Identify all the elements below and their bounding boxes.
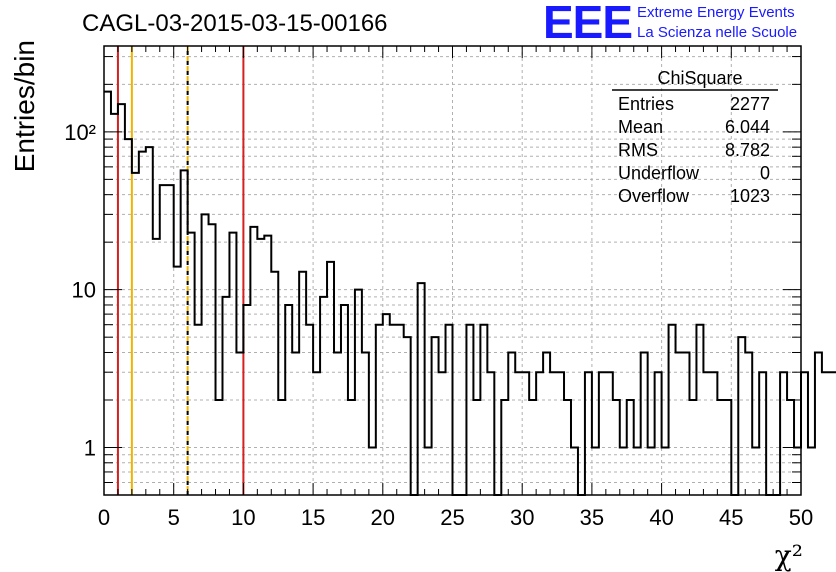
x-tick-label: 25 xyxy=(440,505,464,530)
stats-box: ChiSquare Entries 2277 Mean 6.044 RMS 8.782 Und… xyxy=(612,68,778,206)
stats-label: Mean xyxy=(618,117,663,137)
stats-label: RMS xyxy=(618,140,658,160)
x-tick-label: 35 xyxy=(580,505,604,530)
histogram-outline xyxy=(104,90,836,496)
reference-lines xyxy=(116,46,245,495)
stats-value: 1023 xyxy=(730,186,770,206)
x-tick-label: 0 xyxy=(98,505,110,530)
chart-title: CAGL-03-2015-03-15-00166 xyxy=(82,10,388,37)
x-axis: 0 5 10 15 20 25 30 35 40 45 50 xyxy=(98,46,813,530)
y-tick-label: 10 xyxy=(72,278,96,303)
x-tick-label: 20 xyxy=(371,505,395,530)
eee-logo-mark: EEE xyxy=(543,0,633,48)
x-tick-label: 30 xyxy=(510,505,534,530)
y-tick-label: 10² xyxy=(64,120,96,145)
stats-value: 0 xyxy=(760,163,770,183)
x-tick-label: 10 xyxy=(231,505,255,530)
y-axis-label: Entries/bin xyxy=(9,40,40,172)
x-axis-label: χ² xyxy=(775,539,803,572)
eee-logo: EEE Extreme Energy Events La Scienza nel… xyxy=(543,0,833,48)
stats-label: Overflow xyxy=(618,186,690,206)
stats-value: 8.782 xyxy=(725,140,770,160)
x-tick-label: 15 xyxy=(301,505,325,530)
x-tick-label: 5 xyxy=(168,505,180,530)
logo-line-1: Extreme Energy Events xyxy=(637,4,795,21)
stats-label: Underflow xyxy=(618,163,700,183)
y-tick-label: 1 xyxy=(84,435,96,460)
y-axis: 1 10 10² xyxy=(64,56,801,496)
logo-line-2: La Scienza nelle Scuole xyxy=(637,24,798,41)
x-tick-label: 40 xyxy=(649,505,673,530)
stats-label: Entries xyxy=(618,94,674,114)
stats-title: ChiSquare xyxy=(657,68,742,88)
x-tick-label: 45 xyxy=(719,505,743,530)
stats-value: 6.044 xyxy=(725,117,770,137)
stats-value: 2277 xyxy=(730,94,770,114)
x-tick-label: 50 xyxy=(789,505,813,530)
